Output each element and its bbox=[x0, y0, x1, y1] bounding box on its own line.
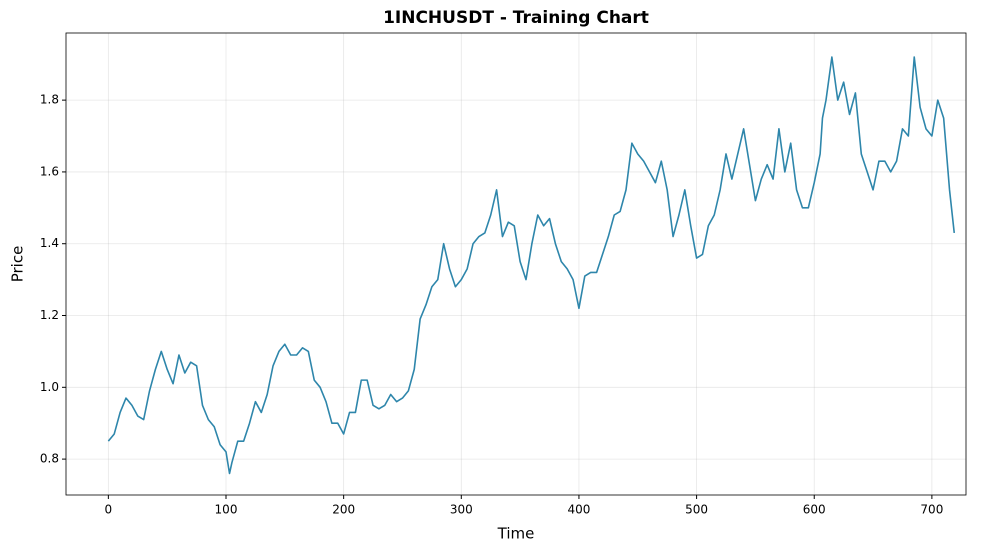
y-tick-label: 1.4 bbox=[40, 236, 59, 250]
x-tick-label: 100 bbox=[215, 503, 238, 517]
y-tick-label: 1.8 bbox=[40, 93, 59, 107]
y-tick-label: 1.0 bbox=[40, 380, 59, 394]
x-axis-label: Time bbox=[497, 525, 535, 543]
y-axis-label: Price bbox=[9, 246, 27, 283]
x-tick-label: 500 bbox=[685, 503, 708, 517]
price-line bbox=[107, 56, 956, 475]
y-tick-label: 1.2 bbox=[40, 308, 59, 322]
x-tick-label: 300 bbox=[450, 503, 473, 517]
x-tick-label: 700 bbox=[920, 503, 943, 517]
y-tick-label: 1.6 bbox=[40, 164, 59, 178]
y-tick-label: 0.8 bbox=[40, 452, 59, 466]
x-tick-label: 200 bbox=[332, 503, 355, 517]
x-tick-label: 0 bbox=[105, 503, 113, 517]
plot-frame bbox=[65, 32, 967, 496]
chart-title: 1INCHUSDT - Training Chart bbox=[383, 8, 649, 28]
x-tick-label: 600 bbox=[803, 503, 826, 517]
x-tick-label: 400 bbox=[567, 503, 590, 517]
